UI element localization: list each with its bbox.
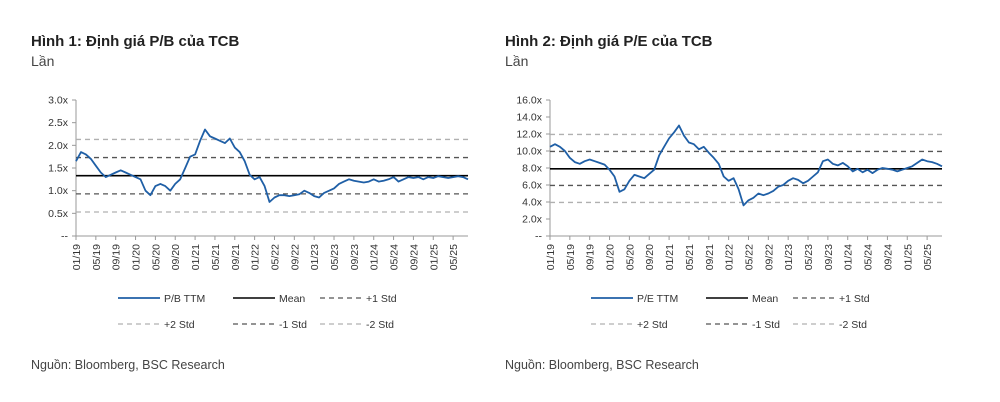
x-tick-label: 01/20 [131,244,143,270]
x-tick-label: 01/24 [843,244,855,270]
x-tick-label: 09/19 [111,244,123,270]
chart-source: Nguồn: Bloomberg, BSC Research [31,358,225,372]
x-tick-label: 05/19 [91,244,103,270]
x-tick-label: 05/19 [565,244,577,270]
legend-label: -1 Std [752,319,780,331]
y-tick-label: 16.0x [516,95,542,107]
legend-label: P/E TTM [637,293,678,305]
legend-label: Mean [752,293,778,305]
chart-title: Hình 1: Định giá P/B của TCB [31,33,240,50]
x-tick-label: 05/20 [150,244,162,270]
x-tick-label: 05/22 [743,244,755,270]
y-tick-label: 2.0x [48,140,69,152]
x-tick-label: 01/24 [369,244,381,270]
x-tick-label: 01/25 [902,244,914,270]
x-tick-label: 01/19 [71,244,83,270]
chart-title: Hình 2: Định giá P/E của TCB [505,33,713,50]
x-tick-label: 01/20 [605,244,617,270]
y-tick-label: 6.0x [522,180,543,192]
x-tick-label: 05/24 [863,244,875,270]
series-line [549,124,943,207]
y-tick-label: 0.5x [48,208,69,220]
x-tick-label: 05/20 [624,244,636,270]
y-tick-label: 14.0x [516,112,542,124]
x-tick-label: 09/21 [704,244,716,270]
legend-label: +2 Std [637,319,668,331]
y-tick-label: 2.5x [48,117,69,129]
x-tick-label: 09/23 [823,244,835,270]
y-tick-label: 12.0x [516,129,542,141]
y-tick-label: 4.0x [522,197,543,209]
legend-label: P/B TTM [164,293,205,305]
x-tick-label: 01/25 [428,244,440,270]
x-tick-label: 05/21 [210,244,222,270]
pe-chart: -- 2.0x 4.0x 6.0x 8.0x 10.0x 12.0x 14.0x 16.0x 01… [516,95,943,331]
x-tick-label: 09/22 [763,244,775,270]
x-tick-label: 01/21 [190,244,202,270]
legend-label: +1 Std [839,293,870,305]
x-tick-label: 05/21 [684,244,696,270]
x-tick-label: 05/23 [803,244,815,270]
chart-panel-pb: Hình 1: Định giá P/B của TCB Lần -- 0.5x 1… [0,0,470,402]
x-tick-label: 05/25 [448,244,460,270]
pb-chart: -- 0.5x 1.0x 1.5x 2.0x 2.5x 3.0x 01/19 05/19 09/1… [48,95,469,331]
y-tick-label: 8.0x [522,163,543,175]
x-tick-label: 01/19 [545,244,557,270]
x-tick-label: 09/19 [585,244,597,270]
legend-label: -2 Std [366,319,394,331]
y-tick-label: 1.5x [48,163,69,175]
y-tick-label: 1.0x [48,185,69,197]
x-tick-label: 01/23 [783,244,795,270]
legend-label: -1 Std [279,319,307,331]
x-tick-label: 01/22 [250,244,262,270]
y-tick-label: 2.0x [522,214,543,226]
chart-source: Nguồn: Bloomberg, BSC Research [505,358,699,372]
x-tick-label: 09/22 [289,244,301,270]
legend-label: +2 Std [164,319,195,331]
legend-label: -2 Std [839,319,867,331]
x-tick-label: 05/24 [389,244,401,270]
y-tick-label: -- [61,231,68,243]
y-tick-label: 10.0x [516,146,542,158]
legend-label: Mean [279,293,305,305]
x-tick-label: 09/20 [170,244,182,270]
x-tick-label: 01/23 [309,244,321,270]
series-line [75,128,469,203]
chart-panel-pe: Hình 2: Định giá P/E của TCB Lần -- 2.0x 4… [474,0,944,402]
x-tick-label: 09/20 [644,244,656,270]
y-tick-label: -- [535,231,542,243]
chart-unit-label: Lần [31,53,55,69]
y-tick-label: 3.0x [48,95,69,107]
x-tick-label: 05/23 [329,244,341,270]
x-tick-label: 01/21 [664,244,676,270]
chart-unit-label: Lần [505,53,529,69]
x-tick-label: 01/22 [724,244,736,270]
x-tick-label: 09/21 [230,244,242,270]
x-tick-label: 09/24 [882,244,894,270]
x-tick-label: 09/23 [349,244,361,270]
x-tick-label: 09/24 [408,244,420,270]
x-tick-label: 05/25 [922,244,934,270]
legend-label: +1 Std [366,293,397,305]
x-tick-label: 05/22 [269,244,281,270]
